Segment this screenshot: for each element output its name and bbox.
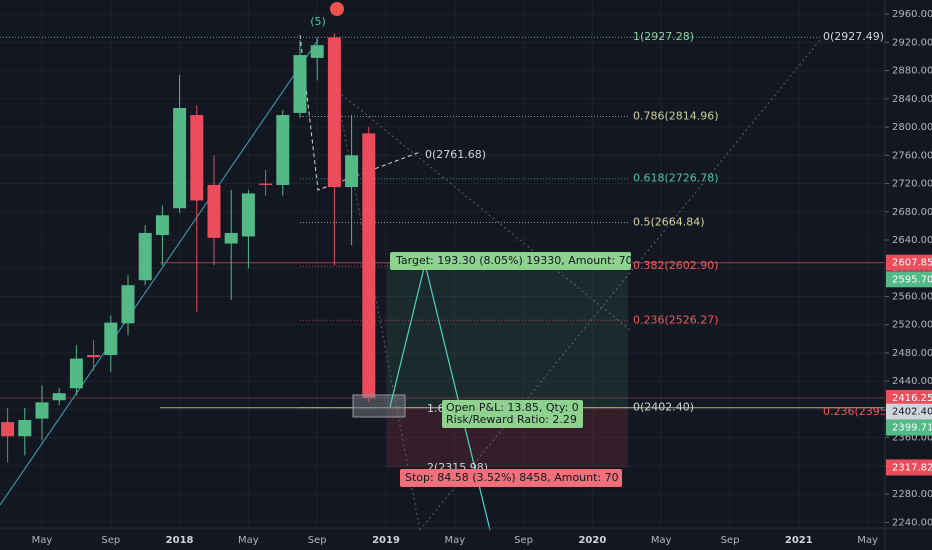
stop-label: Stop: 84.58 (3.52%) 8458, Amount: 70 xyxy=(405,471,619,484)
y-tick-label: 2240.00 xyxy=(892,517,932,528)
y-tick-label: 2440.00 xyxy=(892,376,932,387)
price-tag-label: 2402.40 xyxy=(892,407,932,418)
price-tag xyxy=(886,271,932,288)
x-tick-label: May xyxy=(651,535,672,546)
marker xyxy=(330,2,344,16)
fib-fan xyxy=(419,39,821,531)
x-tick-label: May xyxy=(32,535,53,546)
annotation: 0.236(2395 xyxy=(823,405,887,418)
annotation: 0(2927.49) xyxy=(823,30,884,43)
y-tick-label: 2640.00 xyxy=(892,235,932,246)
y-tick-label: 2800.00 xyxy=(892,122,932,133)
x-tick-label: 2020 xyxy=(578,535,606,546)
plot xyxy=(1,33,376,463)
y-tick-label: 2280.00 xyxy=(892,489,932,500)
y-tick-label: 2840.00 xyxy=(892,94,932,105)
wave-label: (5) xyxy=(310,15,326,28)
x-tick-label: May xyxy=(238,535,259,546)
target-box xyxy=(390,252,631,270)
fib-label: 0.382(2602.90) xyxy=(633,259,719,272)
x-tick-label: Sep xyxy=(514,535,533,546)
x-tick-label: Sep xyxy=(721,535,740,546)
candle-body xyxy=(138,232,152,281)
position-tool: 1.6 2(2315.98) Target: 193.30 (8.05%) 19… xyxy=(310,2,887,531)
candle-body xyxy=(310,45,324,58)
candle-body xyxy=(87,355,101,358)
annotation: 1.6 xyxy=(427,402,445,415)
y-tick-label: 2720.00 xyxy=(892,179,932,190)
candle-body xyxy=(190,115,204,201)
x-tick-label: Sep xyxy=(308,535,327,546)
candle-body xyxy=(104,322,118,356)
candle-body xyxy=(207,184,221,238)
x-tick-label: Sep xyxy=(101,535,120,546)
fib-label: 0.786(2814.96) xyxy=(633,109,719,122)
x-tick-label: 2018 xyxy=(166,535,194,546)
candle-body xyxy=(121,285,135,324)
fib-label: 0(2402.40) xyxy=(633,401,694,414)
target-label: Target: 193.30 (8.05%) 19330, Amount: 70 xyxy=(395,254,633,267)
candle-body xyxy=(155,215,169,236)
candle-body xyxy=(276,115,290,185)
x-tick-label: 2019 xyxy=(372,535,400,546)
candle-body xyxy=(18,420,32,437)
y-tick-label: 2920.00 xyxy=(892,37,932,48)
fib-label: 0.5(2664.84) xyxy=(633,215,705,228)
candle-body xyxy=(52,393,66,401)
y-tick-label: 2760.00 xyxy=(892,150,932,161)
x-tick-label: May xyxy=(444,535,465,546)
y-tick-label: 2880.00 xyxy=(892,66,932,77)
fib-label: 0.618(2726.78) xyxy=(633,172,719,185)
candle-body xyxy=(69,358,83,389)
candle-body xyxy=(241,193,255,237)
candle-body xyxy=(345,155,359,188)
candle-body xyxy=(224,232,238,244)
price-tag-label: 2607.85 xyxy=(892,258,932,269)
fib-label: 1(2927.28) xyxy=(633,30,694,43)
axes: 2240.002280.002320.002360.002400.002440.… xyxy=(32,9,932,546)
price-tag xyxy=(886,419,932,436)
price-tag xyxy=(886,403,932,420)
y-tick-label: 2520.00 xyxy=(892,320,932,331)
profit-zone xyxy=(387,262,628,408)
y-tick-label: 2480.00 xyxy=(892,348,932,359)
candle-body xyxy=(362,133,376,399)
price-tag-label: 2416.25 xyxy=(892,393,932,404)
y-tick-label: 2680.00 xyxy=(892,207,932,218)
y-tick-label: 2560.00 xyxy=(892,291,932,302)
candle-body xyxy=(327,37,341,188)
x-tick-label: May xyxy=(857,535,878,546)
y-tick-label: 2360.00 xyxy=(892,433,932,444)
position-zones: 1(2927.28) 0.786(2814.96) 0.618(2726.78) 0.… xyxy=(0,30,885,468)
candle-body xyxy=(35,402,49,419)
pnl-label: Risk/Reward Ratio: 2.29 xyxy=(446,413,577,426)
candle-body xyxy=(1,422,15,437)
y-tick-label: 2960.00 xyxy=(892,9,932,20)
trend-line xyxy=(0,39,319,506)
annotation: 0(2761.68) xyxy=(425,148,486,161)
x-tick-label: 2021 xyxy=(785,535,813,546)
price-tag xyxy=(886,389,932,406)
candle-body xyxy=(293,55,307,113)
candle-body xyxy=(259,183,273,185)
stop-box xyxy=(400,469,622,487)
price-tag-label: 2595.70 xyxy=(892,274,932,285)
pnl-label: Open P&L: 13.85, Qty: 0 xyxy=(446,401,579,414)
candle-body xyxy=(173,108,187,209)
price-tag xyxy=(886,459,932,476)
price-tag-label: 2317.82 xyxy=(892,462,932,473)
price-tag-label: 2399.71 xyxy=(892,423,932,434)
fib-label: 0.236(2526.27) xyxy=(633,313,719,326)
pnl-box xyxy=(442,400,583,428)
price-tag xyxy=(886,254,932,271)
entry-box xyxy=(352,394,406,418)
